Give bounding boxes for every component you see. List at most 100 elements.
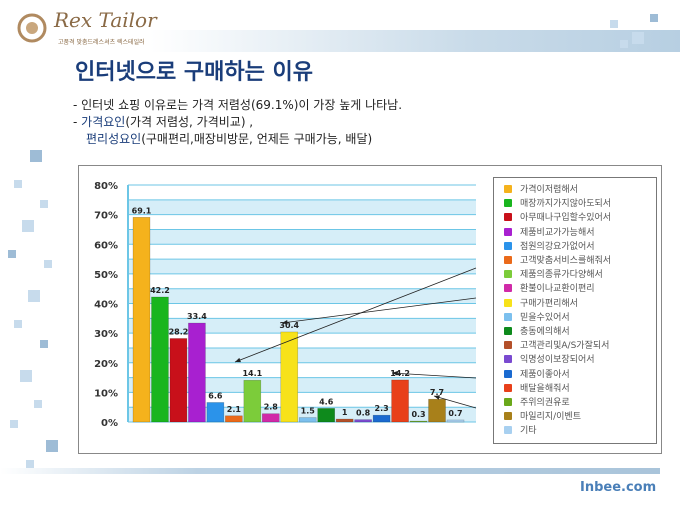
price-factor-detail: (가격 저렴성, 가격비교) , [125, 115, 254, 129]
legend-label: 기타 [520, 426, 537, 437]
bar [298, 417, 317, 423]
annotation-arrow [433, 395, 477, 409]
data-label: 14.1 [242, 369, 262, 378]
legend-item: 충동에의해서 [504, 326, 570, 338]
legend-swatch [504, 398, 512, 406]
footer-site: Inbee.com [580, 480, 657, 495]
legend-swatch [504, 256, 512, 264]
legend-label: 믿을수있어서 [520, 312, 570, 323]
convenience-factor-label: 편리성요인 [86, 132, 142, 146]
data-label: 30.4 [279, 321, 299, 330]
legend-label: 가격이저렴해서 [520, 185, 578, 195]
legend-swatch [504, 355, 512, 364]
page-title: 인터넷으로 구매하는 이유 [75, 60, 313, 85]
bar [261, 413, 280, 423]
data-label: 42.2 [150, 286, 170, 295]
bar [335, 418, 354, 423]
chart-legend: 가격이저렴해서 매장까지가지않아도되서 아무때나구입할수있어서 제품비교가가능해서 점원… [493, 177, 657, 444]
bar [372, 414, 391, 423]
convenience-factor-detail: (구매편리,매장비방문, 언제든 구매가능, 배달) [141, 132, 373, 146]
legend-item: 고객맞춤서비스를해줘서 [504, 255, 611, 267]
data-label: 0.8 [356, 409, 371, 418]
legend-item: 마일리지/이벤트 [504, 411, 581, 423]
legend-swatch [504, 412, 512, 421]
grid-band [128, 377, 476, 393]
legend-swatch [504, 213, 512, 222]
footer-band [0, 468, 660, 474]
crest-icon [17, 13, 47, 43]
legend-label: 구매가편리해서 [520, 298, 578, 309]
data-label: 7.7 [430, 388, 444, 397]
legend-item: 기타 [504, 425, 537, 437]
legend-item: 구매가편리해서 [504, 298, 578, 310]
decorative-square [40, 200, 48, 208]
legend-swatch [504, 270, 512, 279]
y-tick-label: 30% [94, 329, 118, 340]
arrowhead-icon [235, 357, 241, 363]
data-label: 33.4 [187, 312, 207, 321]
arrowhead-icon [282, 319, 288, 325]
decorative-square [20, 370, 32, 382]
legend-label: 고객맞춤서비스를해줘서 [520, 256, 612, 266]
legend-swatch [504, 312, 512, 321]
y-tick-label: 80% [94, 181, 118, 192]
grid-band [128, 288, 476, 304]
legend-label: 제품의종류가다양해서 [520, 270, 603, 281]
data-label: 2.3 [375, 404, 389, 413]
data-label: 2.1 [227, 405, 242, 414]
legend-item: 아무때나구입할수있어서 [504, 212, 611, 224]
legend-swatch [504, 369, 512, 378]
legend-item: 익명성이보장되어서 [504, 354, 595, 366]
bar [188, 322, 206, 423]
bar [391, 379, 409, 423]
data-label: 69.1 [132, 206, 152, 215]
bar [132, 216, 151, 423]
legend-label: 마일리지/이벤트 [520, 412, 581, 423]
annotation-arrow [281, 297, 477, 324]
bar [206, 402, 225, 423]
grid-band [128, 347, 476, 363]
decorative-square [44, 260, 52, 268]
data-label: 2.8 [264, 403, 279, 412]
data-label: 0.7 [448, 409, 462, 418]
y-tick-label: 0% [101, 418, 118, 429]
legend-item: 점원의강요가없어서 [504, 241, 595, 253]
decorative-square [14, 320, 22, 328]
legend-item: 제품이좋아서 [504, 369, 570, 381]
decorative-square [34, 400, 42, 408]
grid-band [128, 229, 476, 245]
data-label: 6.6 [208, 391, 223, 400]
data-label: 1 [342, 408, 348, 417]
decorative-square [620, 40, 628, 48]
legend-item: 가격이저렴해서 [504, 184, 578, 196]
bar [243, 379, 262, 423]
logo-text: Rex Tailor [54, 8, 157, 32]
grid-band [128, 259, 476, 274]
decorative-square [22, 220, 34, 232]
legend-swatch [504, 227, 512, 236]
header-band [150, 30, 680, 52]
bullet-1: - 인터넷 쇼핑 이유로는 가격 저렴성(69.1%)이 가장 높게 나타남. [73, 98, 403, 112]
data-label: 1.5 [301, 407, 316, 416]
price-factor-label: 가격요인 [81, 115, 126, 129]
decorative-square [14, 180, 22, 188]
data-label: 28.2 [169, 327, 189, 336]
decorative-square [650, 14, 658, 22]
legend-swatch [504, 341, 512, 350]
decorative-square [632, 32, 644, 44]
legend-label: 매장까지가지않아도되서 [520, 199, 612, 210]
logo: Rex Tailor 고품격 맞춤드레스셔츠 렉스테일러 [12, 8, 157, 52]
arrowhead-icon [434, 395, 440, 400]
bar [428, 398, 446, 423]
legend-swatch [504, 199, 512, 208]
legend-item: 배달을해줘서 [504, 383, 570, 395]
legend-label: 제품이좋아서 [520, 369, 570, 380]
legend-swatch [504, 185, 512, 193]
bullet-2: - 가격요인(가격 저렴성, 가격비교) , [73, 115, 253, 130]
decorative-square [40, 340, 48, 348]
bar [409, 420, 428, 423]
legend-label: 환불이나교환이편리 [520, 284, 595, 295]
y-tick-label: 70% [94, 211, 118, 222]
legend-swatch [504, 383, 512, 392]
